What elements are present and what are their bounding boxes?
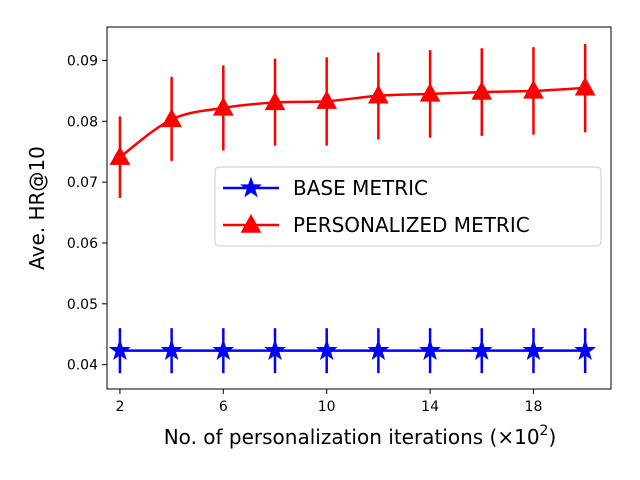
marker-personalized [574,76,596,96]
marker-personalized [109,146,131,165]
legend-star-shape [240,176,262,198]
x-axis-label-close: ) [548,425,556,449]
marker-personalized [368,84,389,104]
marker-personalized [471,81,493,100]
legend-triangle-shape [240,213,262,233]
x-axis-label-superscript: 2 [540,423,549,439]
plot-frame [106,26,612,390]
x-tick-label: 2 [115,399,124,415]
marker-personalized [419,82,441,102]
marker-base [367,339,390,360]
legend-frame [214,166,602,247]
marker-base [574,339,597,360]
y-tick-label: 0.07 [67,175,98,191]
marker-base [212,339,235,360]
marker-personalized [161,108,182,128]
x-axis-label-main: No. of personalization iterations (×10 [164,425,540,449]
marker-base [522,339,545,360]
x-tick-label: 6 [219,399,228,415]
y-tick-label: 0.09 [67,53,98,69]
marker-personalized [264,91,286,111]
legend-marker-star [240,176,262,198]
legend-entry-personalized: PERSONALIZED METRIC [223,213,530,237]
y-tick-label: 0.04 [67,358,98,374]
marker-base [160,339,183,360]
marker-personalized [316,90,338,109]
y-axis-ticks: 0.04 0.05 0.06 0.07 0.08 0.09 [67,53,107,374]
marker-base [264,339,286,360]
marker-base [470,339,493,360]
legend-entry-base: BASE METRIC [223,176,428,200]
marker-base [419,339,442,360]
y-tick-label: 0.05 [67,297,98,313]
legend-label-base: BASE METRIC [293,176,428,200]
series-lines [119,86,586,352]
y-tick-label: 0.06 [67,236,98,252]
marker-base [108,339,131,360]
marker-base [315,339,338,360]
marker-personalized [212,96,234,116]
y-tick-label: 0.08 [67,114,98,130]
series-line-personalized [119,86,586,159]
x-tick-label: 10 [318,399,336,415]
legend-label-personalized: PERSONALIZED METRIC [293,213,530,237]
x-axis-label: No. of personalization iterations (×102) [164,423,557,449]
x-tick-label: 14 [421,399,439,415]
legend: BASE METRIC PERSONALIZED METRIC [214,166,602,247]
y-axis-label: Ave. HR@10 [25,146,49,270]
marker-personalized [523,79,544,99]
x-axis-ticks: 2 6 10 14 18 [115,389,542,415]
legend-marker-triangle [240,213,262,233]
x-tick-label: 18 [525,399,543,415]
series-markers [108,76,597,360]
